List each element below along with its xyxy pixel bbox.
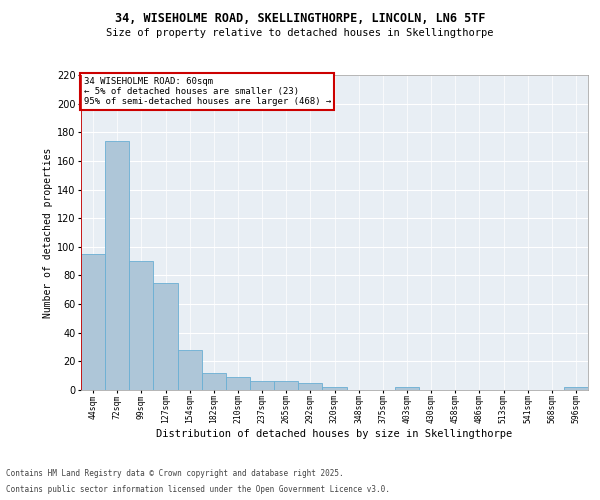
Text: 34, WISEHOLME ROAD, SKELLINGTHORPE, LINCOLN, LN6 5TF: 34, WISEHOLME ROAD, SKELLINGTHORPE, LINC… [115,12,485,26]
Bar [105,141,129,390]
Bar [564,387,588,390]
Text: Size of property relative to detached houses in Skellingthorpe: Size of property relative to detached ho… [106,28,494,38]
Bar [250,382,274,390]
Bar [395,387,419,390]
Bar [274,382,298,390]
Bar [226,377,250,390]
Bar [178,350,202,390]
Y-axis label: Number of detached properties: Number of detached properties [43,148,53,318]
Bar [298,383,322,390]
Bar [129,261,154,390]
Bar [322,387,347,390]
Text: 34 WISEHOLME ROAD: 60sqm
← 5% of detached houses are smaller (23)
95% of semi-de: 34 WISEHOLME ROAD: 60sqm ← 5% of detache… [83,76,331,106]
Text: Contains HM Land Registry data © Crown copyright and database right 2025.: Contains HM Land Registry data © Crown c… [6,468,344,477]
Bar [202,373,226,390]
Bar [81,254,105,390]
X-axis label: Distribution of detached houses by size in Skellingthorpe: Distribution of detached houses by size … [157,429,512,439]
Bar [154,282,178,390]
Text: Contains public sector information licensed under the Open Government Licence v3: Contains public sector information licen… [6,485,390,494]
